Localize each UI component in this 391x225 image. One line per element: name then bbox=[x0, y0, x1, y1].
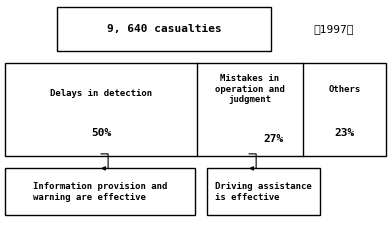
FancyBboxPatch shape bbox=[5, 63, 386, 156]
Text: Information provision and
warning are effective: Information provision and warning are ef… bbox=[33, 182, 167, 202]
Text: 27%: 27% bbox=[263, 134, 283, 144]
FancyBboxPatch shape bbox=[207, 168, 320, 215]
Text: Driving assistance
is effective: Driving assistance is effective bbox=[215, 182, 312, 202]
Text: 9, 640 casualties: 9, 640 casualties bbox=[107, 24, 222, 34]
Text: 23%: 23% bbox=[334, 128, 355, 138]
Text: 50%: 50% bbox=[91, 128, 111, 138]
Text: （1997）: （1997） bbox=[314, 24, 354, 34]
Text: Mistakes in
operation and
judgment: Mistakes in operation and judgment bbox=[215, 74, 285, 104]
FancyBboxPatch shape bbox=[57, 7, 271, 51]
Text: Others: Others bbox=[328, 85, 361, 94]
Text: Delays in detection: Delays in detection bbox=[50, 88, 152, 97]
FancyBboxPatch shape bbox=[5, 168, 196, 215]
